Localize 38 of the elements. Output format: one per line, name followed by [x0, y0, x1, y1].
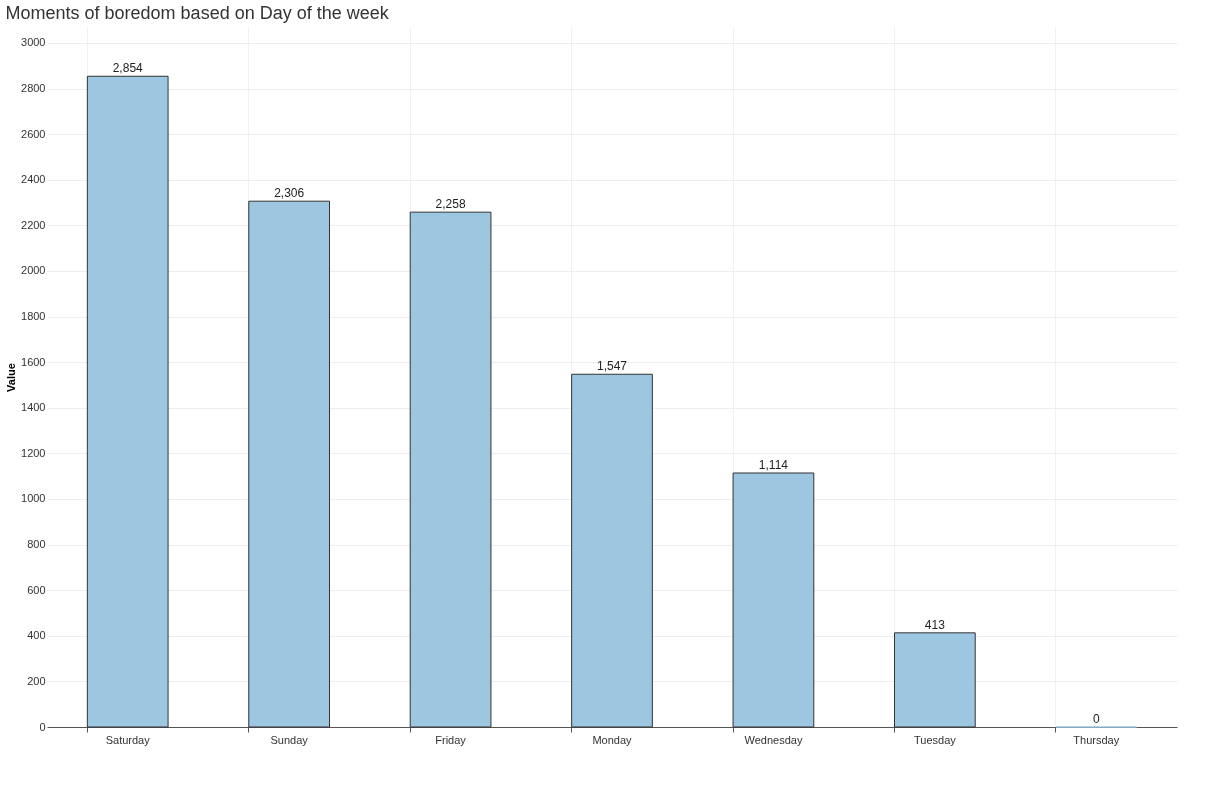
x-tick-label: Sunday	[270, 733, 309, 746]
y-tick-label: 600	[27, 583, 46, 596]
y-tick-label: 400	[27, 629, 46, 642]
bar	[894, 632, 976, 728]
x-tick-label: Thursday	[1073, 733, 1120, 746]
x-tick-label: Saturday	[105, 733, 151, 746]
x-tick-label: Friday	[435, 733, 467, 746]
y-tick-label: 1800	[21, 310, 46, 323]
y-tick-label: 3000	[21, 36, 46, 49]
data-label: 1,114	[758, 457, 789, 472]
bar	[571, 373, 653, 728]
data-label: 2,306	[274, 186, 305, 201]
bar	[732, 472, 815, 728]
y-tick-label: 0	[39, 720, 46, 733]
y-tick-label: 2000	[21, 264, 46, 277]
data-label: 1,547	[596, 359, 628, 374]
y-axis-title: Value	[5, 363, 18, 392]
y-tick-label: 2800	[21, 82, 46, 95]
x-tick-label: Tuesday	[913, 733, 957, 746]
bar	[86, 75, 169, 728]
y-tick-label: 800	[27, 538, 46, 551]
chart-title: Moments of boredom based on Day of the week	[5, 3, 390, 23]
y-tick-label: 200	[27, 674, 46, 687]
x-tick-label: Wednesday	[744, 733, 803, 746]
data-label: 0	[1092, 712, 1100, 726]
y-tick-label: 2200	[21, 218, 46, 231]
bar	[409, 211, 492, 728]
data-label: 2,854	[112, 61, 144, 76]
y-tick-label: 1400	[21, 401, 46, 414]
data-label: 2,258	[435, 197, 466, 212]
y-tick-label: 1200	[21, 446, 46, 459]
x-tick-label: Monday	[592, 733, 633, 746]
y-tick-label: 1600	[21, 355, 46, 368]
data-label: 413	[924, 617, 946, 632]
y-tick-label: 2600	[21, 127, 46, 140]
y-tick-label: 1000	[21, 492, 46, 505]
bar	[248, 200, 330, 728]
y-tick-label: 2400	[21, 173, 46, 186]
